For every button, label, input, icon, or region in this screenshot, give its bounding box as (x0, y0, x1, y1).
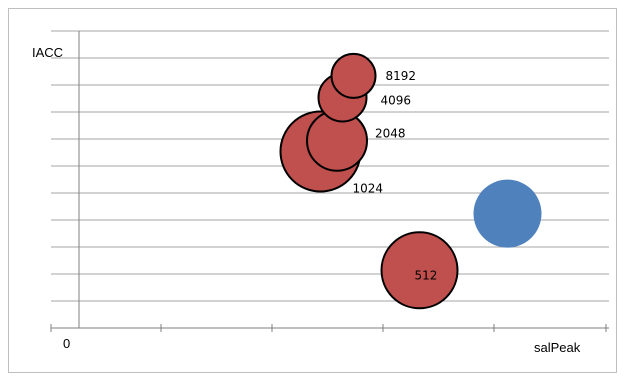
x-tick-label: 0 (63, 336, 70, 351)
y-axis-label: IACC (32, 45, 63, 60)
bubble (473, 179, 542, 248)
data-label: 8192 (386, 69, 417, 83)
x-axis-label: salPeak (534, 340, 581, 355)
data-label: 2048 (375, 127, 406, 141)
bubbles (279, 52, 542, 310)
bubble (330, 52, 377, 99)
data-label: 4096 (381, 94, 412, 108)
axes (50, 31, 609, 332)
data-label: 1024 (353, 182, 384, 196)
data-label: 512 (415, 268, 438, 282)
bubble (380, 231, 459, 310)
data-labels: 1024 2048 4096 8192 512 (353, 69, 438, 282)
